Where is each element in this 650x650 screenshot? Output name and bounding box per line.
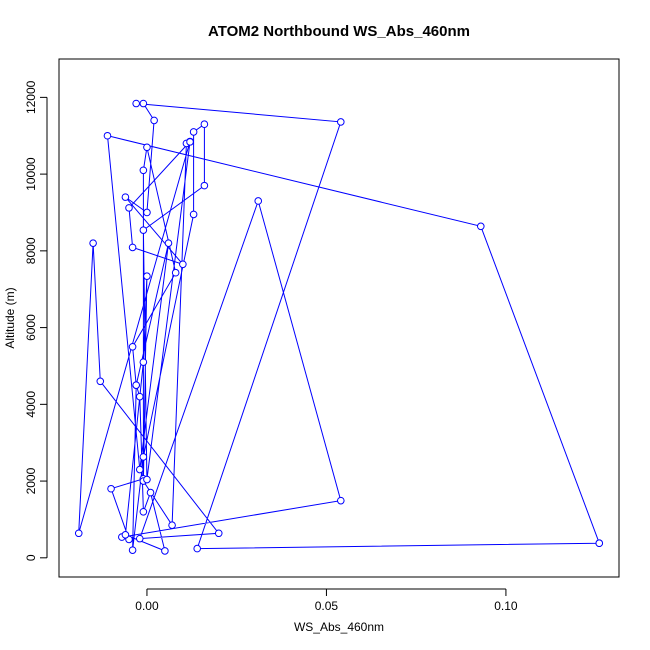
- x-tick-label: 0.10: [494, 599, 518, 613]
- data-point: [139, 226, 148, 234]
- data-point: [595, 539, 604, 548]
- data-point: [143, 208, 151, 217]
- data-point: [107, 484, 115, 493]
- data-point: [139, 507, 148, 516]
- data-point: [146, 488, 155, 497]
- y-tick-label: 4000: [24, 391, 38, 418]
- data-point: [336, 496, 345, 505]
- x-axis: 0.00 0.05 0.10: [135, 588, 518, 613]
- y-axis: 0 2000 4000 6000 8000 10000 12000: [24, 80, 48, 561]
- data-point: [193, 544, 202, 553]
- data-point: [135, 465, 144, 474]
- data-point: [171, 268, 180, 277]
- data-point: [135, 392, 144, 401]
- data-point: [168, 521, 176, 530]
- data-point: [143, 272, 151, 280]
- y-tick-label: 2000: [24, 467, 38, 494]
- y-tick-label: 0: [24, 554, 38, 561]
- plot-frame: [58, 58, 620, 578]
- data-point: [189, 128, 198, 136]
- y-tick-label: 10000: [24, 157, 38, 191]
- data-point: [128, 546, 137, 554]
- data-point: [179, 260, 187, 269]
- chart-title: ATOM2 Northbound WS_Abs_460nm: [208, 23, 470, 40]
- data-point: [128, 243, 137, 252]
- x-axis-label: WS_Abs_460nm: [294, 620, 384, 634]
- data-point: [96, 377, 105, 386]
- data-point: [103, 131, 112, 140]
- data-point: [200, 120, 209, 129]
- data-point: [476, 222, 485, 231]
- data-point: [143, 143, 151, 152]
- data-point: [139, 166, 148, 175]
- y-tick-label: 6000: [24, 314, 38, 341]
- data-point: [336, 118, 345, 126]
- data-point: [135, 534, 144, 543]
- y-axis-label: Altitude (m): [3, 287, 17, 348]
- data-point: [121, 193, 130, 201]
- data-point: [186, 138, 194, 146]
- x-tick-label: 0.05: [315, 599, 339, 613]
- data-point: [189, 210, 198, 219]
- data-point: [121, 530, 130, 539]
- data-point: [89, 239, 97, 247]
- data-point: [164, 239, 173, 247]
- data-point: [128, 342, 137, 351]
- y-tick-label: 12000: [24, 80, 38, 114]
- data-point: [161, 547, 169, 555]
- data-point: [139, 453, 148, 461]
- data-point: [139, 99, 148, 108]
- data-point: [74, 529, 83, 538]
- data-point: [143, 475, 151, 484]
- data-point: [125, 204, 133, 212]
- data-point: [200, 181, 209, 190]
- data-point: [132, 99, 140, 108]
- data-point: [132, 381, 140, 389]
- data-point: [150, 116, 158, 125]
- x-tick-label: 0.00: [135, 599, 159, 613]
- data-point: [139, 358, 148, 366]
- y-tick-label: 8000: [24, 237, 38, 264]
- data-point: [214, 529, 223, 538]
- data-point: [254, 197, 263, 205]
- series-points: [74, 99, 604, 555]
